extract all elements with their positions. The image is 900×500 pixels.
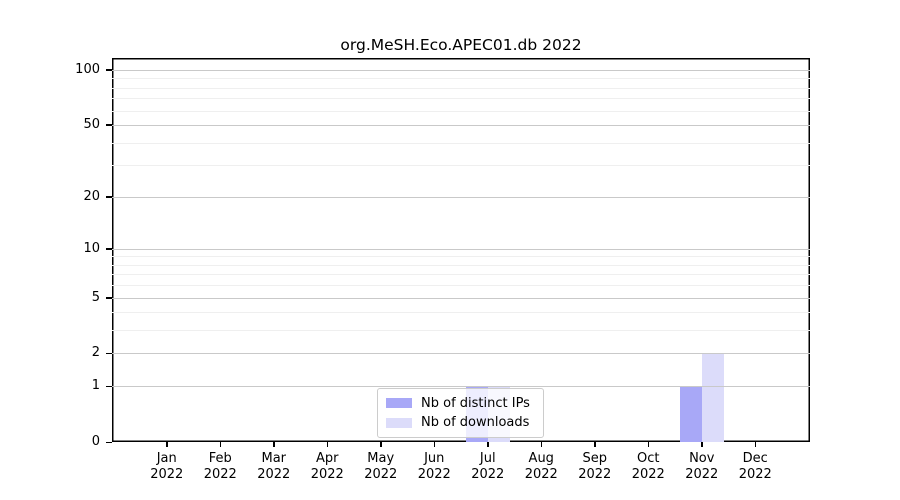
y-tick-label-2: 2: [91, 345, 100, 361]
x-tick-label-dec: Dec 2022: [723, 451, 787, 482]
x-label-month: Apr: [316, 451, 339, 466]
x-tick-mar: [273, 442, 275, 447]
gridline-minor-6: [112, 285, 810, 287]
y-tick-0: [106, 441, 112, 443]
x-label-year: 2022: [738, 466, 772, 482]
x-label-month: Jun: [424, 451, 445, 466]
gridline-50: [112, 124, 810, 126]
gridline-20: [112, 196, 810, 198]
bar-nov-s1: [701, 353, 724, 442]
x-tick-label-apr: Apr 2022: [295, 451, 359, 482]
y-tick-100: [106, 69, 112, 71]
legend-entry-0: Nb of distinct IPs: [386, 396, 535, 411]
x-label-year: 2022: [685, 466, 719, 482]
legend-swatch-0: [386, 398, 412, 409]
gridline-1: [112, 386, 810, 388]
x-tick-apr: [326, 442, 328, 447]
x-tick-oct: [647, 442, 649, 447]
x-label-month: Feb: [208, 451, 232, 466]
x-label-month: Jul: [479, 451, 496, 466]
legend-label-0: Nb of distinct IPs: [421, 395, 530, 411]
x-tick-dec: [754, 442, 756, 447]
x-label-year: 2022: [471, 466, 505, 482]
plot-area: [112, 58, 810, 442]
gridline-minor-70: [112, 98, 810, 100]
x-tick-jan: [166, 442, 168, 447]
x-label-year: 2022: [310, 466, 344, 482]
gridline-2: [112, 353, 810, 355]
x-label-year: 2022: [257, 466, 291, 482]
x-tick-feb: [219, 442, 221, 447]
y-tick-label-50: 50: [83, 116, 100, 132]
x-tick-jul: [487, 442, 489, 447]
x-tick-label-feb: Feb 2022: [188, 451, 252, 482]
y-tick-label-1: 1: [91, 378, 100, 394]
x-label-year: 2022: [631, 466, 665, 482]
gridline-minor-90: [112, 78, 810, 80]
legend-swatch-1: [386, 417, 412, 428]
x-label-year: 2022: [417, 466, 451, 482]
x-tick-aug: [540, 442, 542, 447]
gridline-minor-80: [112, 87, 810, 89]
x-tick-nov: [701, 442, 703, 447]
gridline-minor-9: [112, 256, 810, 258]
x-label-month: Dec: [742, 451, 768, 466]
gridline-minor-8: [112, 264, 810, 266]
bar-nov-s0: [679, 386, 702, 442]
y-tick-label-10: 10: [83, 240, 100, 256]
x-label-month: Nov: [689, 451, 715, 466]
y-tick-1: [106, 385, 112, 388]
x-label-year: 2022: [524, 466, 558, 482]
y-tick-label-0: 0: [91, 434, 100, 449]
x-label-month: Jan: [156, 451, 177, 466]
x-label-month: Mar: [261, 451, 287, 466]
y-tick-50: [106, 124, 112, 126]
y-tick-2: [106, 352, 112, 355]
y-tick-label-100: 100: [75, 61, 100, 77]
legend: Nb of distinct IPs Nb of downloads: [377, 388, 544, 438]
x-label-month: Oct: [637, 451, 660, 466]
gridline-minor-7: [112, 274, 810, 276]
legend-label-1: Nb of downloads: [421, 415, 530, 431]
x-label-year: 2022: [150, 466, 184, 482]
x-label-year: 2022: [578, 466, 612, 482]
x-tick-label-oct: Oct 2022: [616, 451, 680, 482]
y-tick-label-5: 5: [91, 289, 100, 305]
x-tick-may: [380, 442, 382, 447]
y-tick-10: [106, 248, 112, 250]
gridline-5: [112, 297, 810, 299]
x-tick-label-aug: Aug 2022: [509, 451, 573, 482]
legend-entry-1: Nb of downloads: [386, 415, 535, 430]
gridline-minor-40: [112, 142, 810, 144]
x-label-year: 2022: [364, 466, 398, 482]
gridline-10: [112, 248, 810, 250]
x-label-month: Sep: [582, 451, 607, 466]
x-tick-label-mar: Mar 2022: [242, 451, 306, 482]
y-tick-20: [106, 196, 112, 198]
gridline-minor-30: [112, 165, 810, 167]
chart-title: org.MeSH.Eco.APEC01.db 2022: [340, 36, 582, 54]
y-tick-5: [106, 297, 112, 299]
y-tick-label-20: 20: [83, 188, 100, 204]
x-tick-label-sep: Sep 2022: [563, 451, 627, 482]
x-tick-label-jan: Jan 2022: [135, 451, 199, 482]
x-tick-label-may: May 2022: [349, 451, 413, 482]
x-label-year: 2022: [203, 466, 237, 482]
x-tick-jun: [433, 442, 435, 447]
gridline-minor-60: [112, 110, 810, 112]
gridline-minor-4: [112, 312, 810, 314]
x-tick-label-jun: Jun 2022: [402, 451, 466, 482]
x-tick-label-jul: Jul 2022: [456, 451, 520, 482]
x-label-month: Aug: [528, 451, 554, 466]
x-tick-sep: [594, 442, 596, 447]
gridline-minor-3: [112, 330, 810, 332]
x-label-month: May: [367, 451, 395, 466]
x-tick-label-nov: Nov 2022: [670, 451, 734, 482]
gridline-100: [112, 69, 810, 71]
